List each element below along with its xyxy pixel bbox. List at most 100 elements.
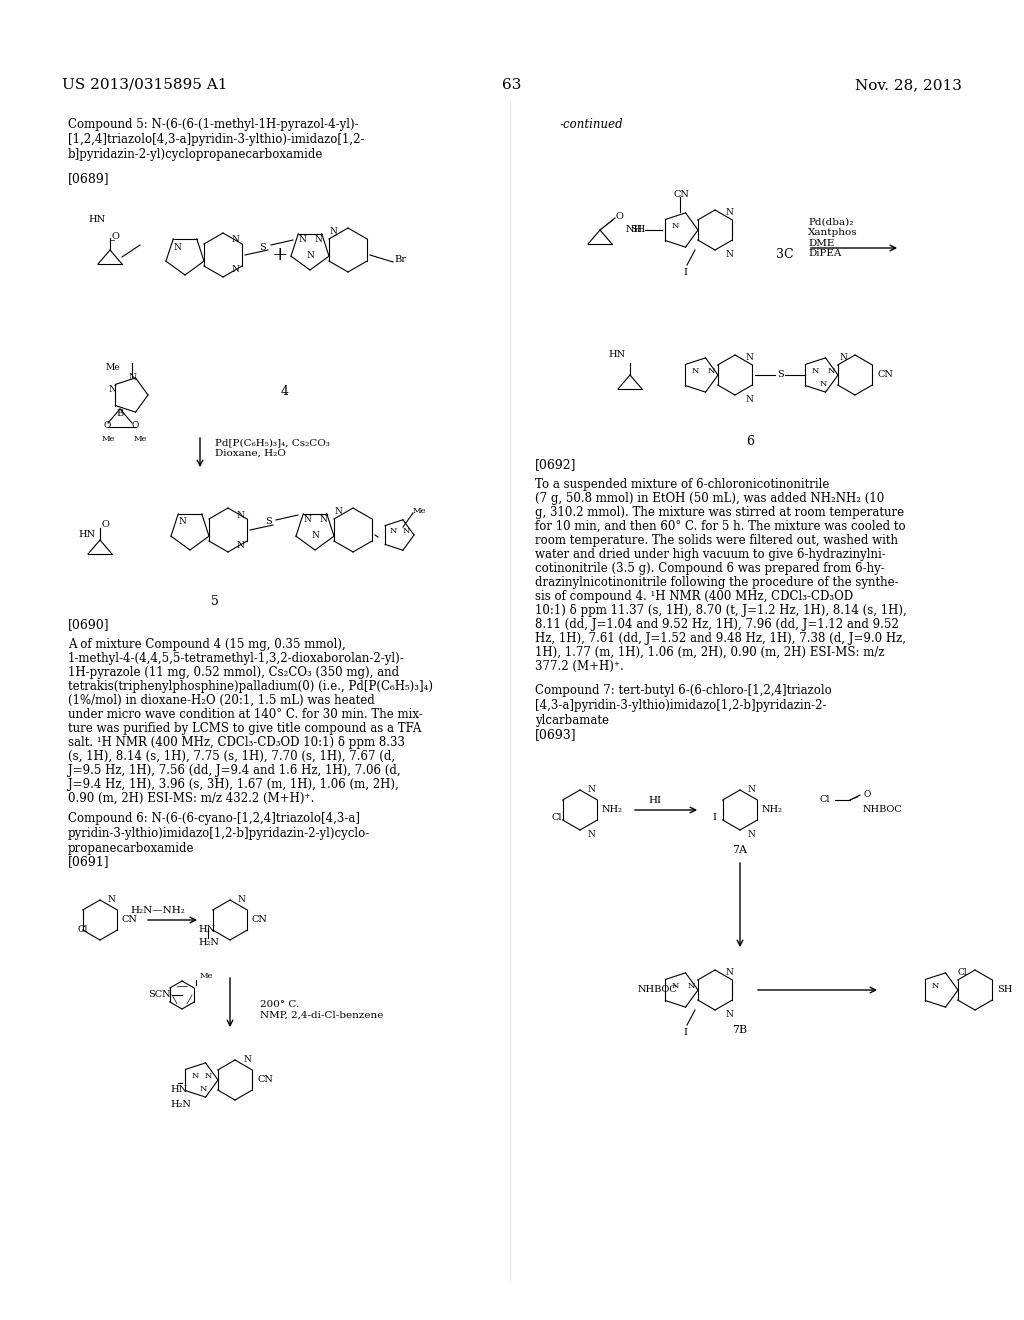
Text: H₂N: H₂N [170,1100,190,1109]
Text: N: N [231,235,239,244]
Text: N: N [708,367,716,375]
Text: N: N [303,516,311,524]
Text: N: N [588,830,596,840]
Text: N: N [745,352,753,362]
Text: N: N [306,251,314,260]
Text: g, 310.2 mmol). The mixture was stirred at room temperature: g, 310.2 mmol). The mixture was stirred … [535,506,904,519]
Text: 3C: 3C [776,248,794,261]
Text: tetrakis(triphenylphosphine)palladium(0) (i.e., Pd[P(C₆H₅)₃]₄): tetrakis(triphenylphosphine)palladium(0)… [68,680,433,693]
Text: H₂N—NH₂: H₂N—NH₂ [131,906,185,915]
Text: N: N [173,243,181,252]
Text: N: N [108,895,116,904]
Text: N: N [745,395,753,404]
Text: room temperature. The solids were filtered out, washed with: room temperature. The solids were filter… [535,535,898,546]
Text: CN: CN [877,370,893,379]
Text: 10:1) δ ppm 11.37 (s, 1H), 8.70 (t, J=1.2 Hz, 1H), 8.14 (s, 1H),: 10:1) δ ppm 11.37 (s, 1H), 8.70 (t, J=1.… [535,605,906,616]
Text: HI: HI [648,796,662,805]
Text: N: N [588,785,596,795]
Text: Cl: Cl [552,813,562,822]
Text: N: N [725,968,733,977]
Text: J=9.4 Hz, 1H), 3.96 (s, 3H), 1.67 (m, 1H), 1.06 (m, 2H),: J=9.4 Hz, 1H), 3.96 (s, 3H), 1.67 (m, 1H… [68,777,398,791]
Text: Me: Me [413,507,427,515]
Text: (7 g, 50.8 mmol) in EtOH (50 mL), was added NH₂NH₂ (10: (7 g, 50.8 mmol) in EtOH (50 mL), was ad… [535,492,885,506]
Text: 8.11 (dd, J=1.04 and 9.52 Hz, 1H), 7.96 (dd, J=1.12 and 9.52: 8.11 (dd, J=1.04 and 9.52 Hz, 1H), 7.96 … [535,618,899,631]
Text: Me: Me [134,436,147,444]
Text: N: N [725,1010,733,1019]
Text: Me: Me [102,436,116,444]
Text: SH: SH [997,985,1013,994]
Text: N: N [840,352,848,362]
Text: sis of compound 4. ¹H NMR (400 MHz, CDCl₃-CD₃OD: sis of compound 4. ¹H NMR (400 MHz, CDCl… [535,590,853,603]
Text: N: N [319,516,327,524]
Text: O: O [104,421,112,430]
Text: N: N [828,367,836,375]
Text: N: N [820,380,827,388]
Text: HN: HN [78,531,95,539]
Text: [0692]: [0692] [535,458,577,471]
Text: I: I [683,268,687,277]
Text: O: O [132,421,139,430]
Text: US 2013/0315895 A1: US 2013/0315895 A1 [62,78,227,92]
Text: Br: Br [394,256,406,264]
Text: 1-methyl-4-(4,4,5,5-tetramethyl-1,3,2-dioxaborolan-2-yl)-: 1-methyl-4-(4,4,5,5-tetramethyl-1,3,2-di… [68,652,404,665]
Text: Cl: Cl [78,925,88,935]
Text: [0691]: [0691] [68,855,110,869]
Text: NH₂: NH₂ [762,805,783,814]
Text: N: N [672,222,679,230]
Text: 7A: 7A [732,845,748,855]
Text: I: I [712,813,716,822]
Text: salt. ¹H NMR (400 MHz, CDCl₃-CD₃OD 10:1) δ ppm 8.33: salt. ¹H NMR (400 MHz, CDCl₃-CD₃OD 10:1)… [68,737,406,748]
Text: O: O [102,520,110,529]
Text: N: N [243,1055,251,1064]
Text: N: N [812,367,819,375]
Text: ture was purified by LCMS to give title compound as a TFA: ture was purified by LCMS to give title … [68,722,421,735]
Text: N: N [205,1072,212,1080]
Text: N: N [178,517,186,527]
Text: Nov. 28, 2013: Nov. 28, 2013 [855,78,962,92]
Text: SCN: SCN [148,990,171,999]
Text: 1H), 1.77 (m, 1H), 1.06 (m, 2H), 0.90 (m, 2H) ESI-MS: m/z: 1H), 1.77 (m, 1H), 1.06 (m, 2H), 0.90 (m… [535,645,885,659]
Text: (s, 1H), 8.14 (s, 1H), 7.75 (s, 1H), 7.70 (s, 1H), 7.67 (d,: (s, 1H), 8.14 (s, 1H), 7.75 (s, 1H), 7.7… [68,750,395,763]
Text: 0.90 (m, 2H) ESI-MS: m/z 432.2 (M+H)⁺.: 0.90 (m, 2H) ESI-MS: m/z 432.2 (M+H)⁺. [68,792,314,805]
Text: HN: HN [198,925,215,935]
Text: drazinylnicotinonitrile following the procedure of the synthe-: drazinylnicotinonitrile following the pr… [535,576,899,589]
Text: Pd[P(C₆H₅)₃]₄, Cs₂CO₃
Dioxane, H₂O: Pd[P(C₆H₅)₃]₄, Cs₂CO₃ Dioxane, H₂O [215,438,330,458]
Text: CN: CN [257,1074,272,1084]
Text: N: N [688,982,695,990]
Text: N: N [748,830,756,840]
Text: N: N [748,785,756,795]
Text: O: O [616,213,624,220]
Text: CN: CN [252,915,268,924]
Text: 1H-pyrazole (11 mg, 0.52 mmol), Cs₂CO₃ (350 mg), and: 1H-pyrazole (11 mg, 0.52 mmol), Cs₂CO₃ (… [68,667,399,678]
Text: +: + [271,246,288,264]
Text: S: S [264,517,271,527]
Text: O: O [112,232,120,242]
Text: S: S [777,370,783,379]
Text: J=9.5 Hz, 1H), 7.56 (dd, J=9.4 and 1.6 Hz, 1H), 7.06 (d,: J=9.5 Hz, 1H), 7.56 (dd, J=9.4 and 1.6 H… [68,764,400,777]
Text: Compound 5: N-(6-(6-(1-methyl-1H-pyrazol-4-yl)-
[1,2,4]triazolo[4,3-a]pyridin-3-: Compound 5: N-(6-(6-(1-methyl-1H-pyrazol… [68,117,365,161]
Text: Me: Me [200,972,213,979]
Text: N: N [231,265,239,275]
Text: 200° C.
NMP, 2,4-di-Cl-benzene: 200° C. NMP, 2,4-di-Cl-benzene [260,1001,383,1019]
Text: N: N [403,527,411,535]
Text: for 10 min, and then 60° C. for 5 h. The mixture was cooled to: for 10 min, and then 60° C. for 5 h. The… [535,520,905,533]
Text: NHBOC: NHBOC [638,985,678,994]
Text: SH: SH [630,224,645,234]
Text: N: N [200,1085,208,1093]
Text: -continued: -continued [560,117,624,131]
Text: NH₂: NH₂ [602,805,623,814]
Text: HN: HN [88,215,105,224]
Text: 6: 6 [746,436,754,447]
Text: NH: NH [626,224,643,234]
Text: N: N [109,385,116,395]
Text: 5: 5 [211,595,219,609]
Text: N: N [238,895,246,904]
Text: Cl: Cl [957,968,967,977]
Text: Hz, 1H), 7.61 (dd, J=1.52 and 9.48 Hz, 1H), 7.38 (d, J=9.0 Hz,: Hz, 1H), 7.61 (dd, J=1.52 and 9.48 Hz, 1… [535,632,906,645]
Text: [0693]: [0693] [535,729,577,741]
Text: water and dried under high vacuum to give 6-hydrazinylni-: water and dried under high vacuum to giv… [535,548,886,561]
Text: N: N [237,540,244,549]
Text: N: N [329,227,337,236]
Text: Pd(dba)₂
Xantphos
DME
DiPEA: Pd(dba)₂ Xantphos DME DiPEA [808,218,858,259]
Text: N: N [128,372,136,381]
